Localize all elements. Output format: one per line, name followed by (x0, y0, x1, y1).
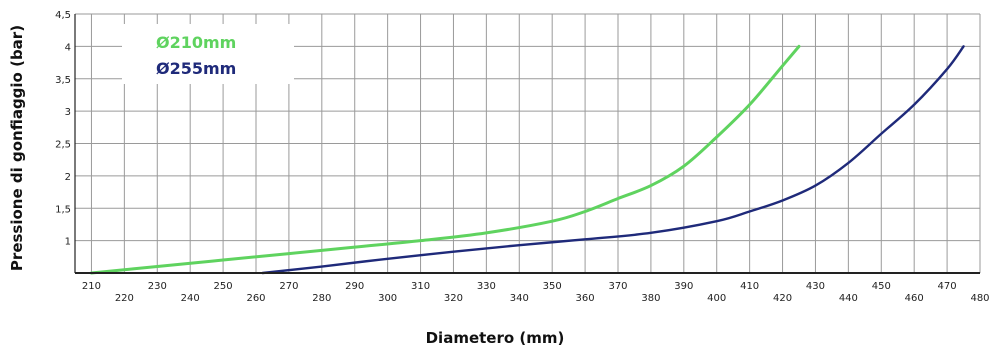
x-tick-label: 340 (510, 293, 529, 304)
x-tick-label: 450 (872, 281, 891, 292)
x-tick-label: 300 (378, 293, 397, 304)
y-tick-label: 1 (65, 237, 71, 248)
x-tick-label: 410 (740, 281, 759, 292)
y-tick-label: 2 (65, 172, 71, 183)
x-tick-label: 270 (279, 281, 298, 292)
x-tick-label: 320 (444, 293, 463, 304)
x-tick-label: 400 (707, 293, 726, 304)
x-tick-label: 290 (345, 281, 364, 292)
x-tick-label: 250 (214, 281, 233, 292)
series-line-255mm (261, 45, 965, 275)
y-tick-label: 3,5 (55, 75, 71, 86)
x-tick-label: 460 (905, 293, 924, 304)
x-tick-label: 230 (148, 281, 167, 292)
x-tick-label: 280 (312, 293, 331, 304)
x-tick-label: 380 (641, 293, 660, 304)
x-tick-label: 420 (773, 293, 792, 304)
legend-box (122, 24, 294, 84)
x-tick-label: 470 (938, 281, 957, 292)
y-tick-label: 3 (65, 107, 71, 118)
legend-entry-210: Ø210mm (156, 33, 236, 52)
x-tick-label: 370 (608, 281, 627, 292)
x-tick-label: 310 (411, 281, 430, 292)
x-tick-label: 240 (181, 293, 200, 304)
x-tick-label: 330 (477, 281, 496, 292)
x-tick-label: 360 (576, 293, 595, 304)
x-tick-label: 220 (115, 293, 134, 304)
x-tick-label: 480 (970, 293, 989, 304)
x-tick-label: 430 (806, 281, 825, 292)
y-tick-label: 1,5 (55, 204, 71, 215)
x-tick-label: 260 (246, 293, 265, 304)
x-axis-title: Diametero (mm) (426, 329, 565, 347)
y-tick-label: 4 (65, 42, 71, 53)
x-tick-label: 210 (82, 281, 101, 292)
series-line-210mm (89, 44, 801, 275)
legend-entry-255: Ø255mm (156, 59, 236, 78)
x-tick-label: 350 (543, 281, 562, 292)
chart-series (89, 44, 965, 275)
y-tick-label: 4,5 (55, 10, 71, 21)
x-tick-label: 390 (674, 281, 693, 292)
axis-ticks: 210 220 230 240 250 260 270 280 290 300 310 320 330 3… (55, 10, 989, 304)
x-tick-label: 440 (839, 293, 858, 304)
y-tick-label: 2,5 (55, 140, 71, 151)
y-axis-title: Pressione di gonfiaggio (bar) (8, 25, 26, 271)
